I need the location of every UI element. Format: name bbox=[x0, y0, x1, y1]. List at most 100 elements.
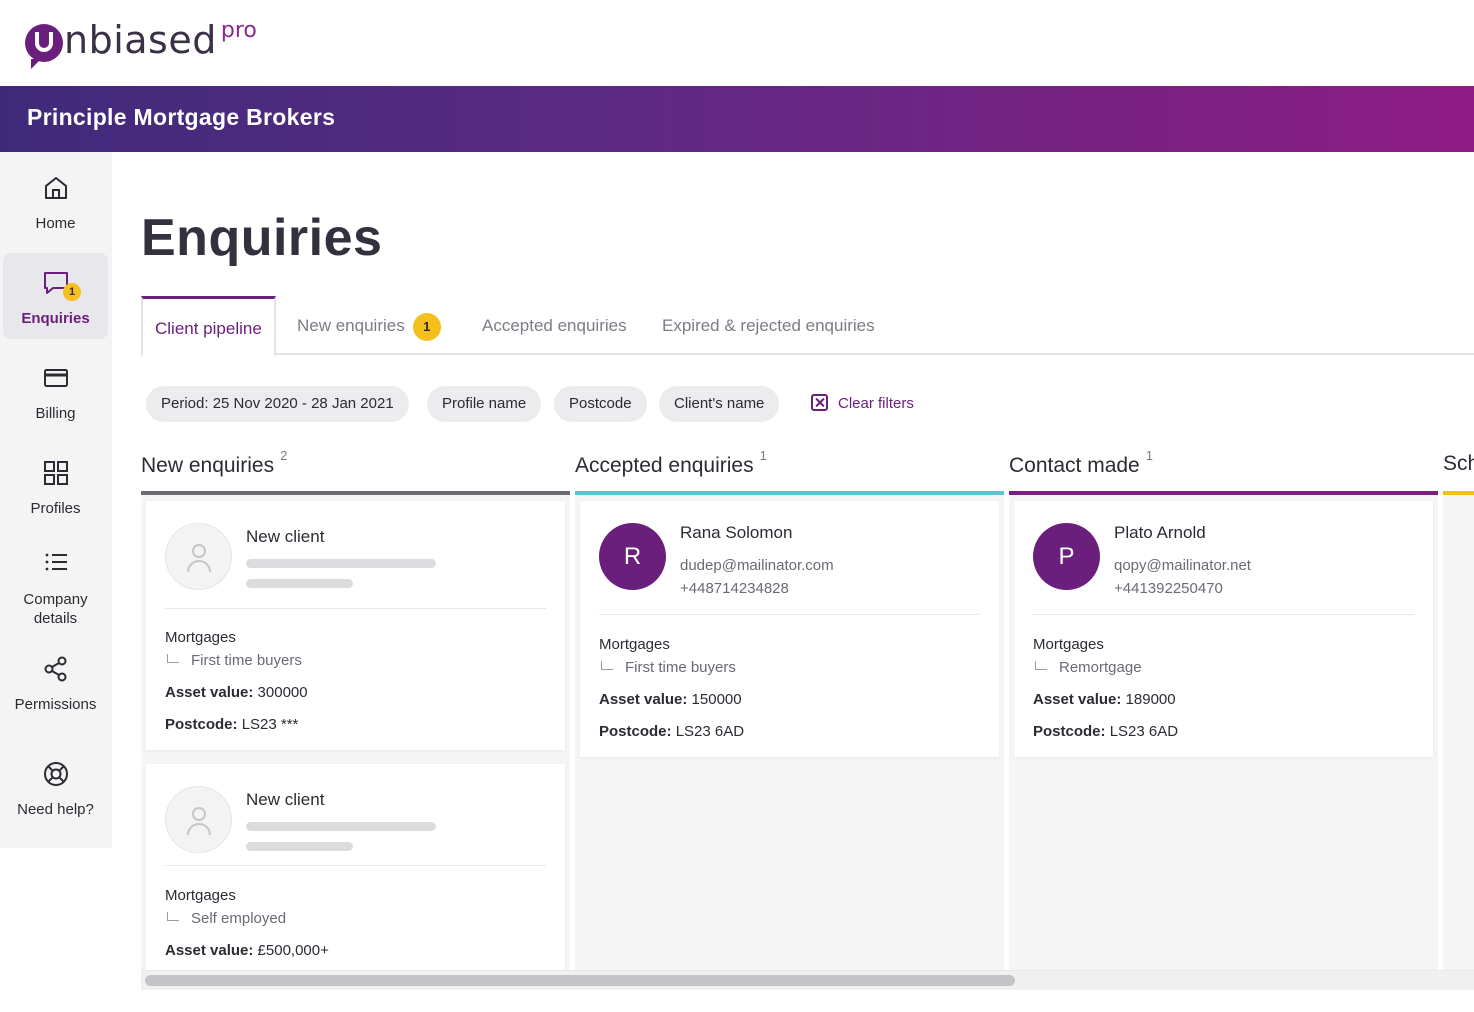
sidebar-item-company-details[interactable]: Company details bbox=[3, 538, 108, 627]
logo-mark-icon bbox=[25, 24, 63, 62]
sidebar-item-enquiries[interactable]: 1 Enquiries bbox=[3, 253, 108, 339]
column-count: 1 bbox=[759, 448, 767, 463]
top-bar: nbiased pro bbox=[0, 0, 1474, 86]
card-divider bbox=[165, 608, 546, 609]
sidebar-item-profiles[interactable]: Profiles bbox=[3, 443, 108, 529]
card-divider bbox=[599, 614, 980, 615]
logo-text: nbiased bbox=[64, 18, 217, 62]
client-card[interactable]: New client Mortgages Self employed Asset… bbox=[146, 764, 565, 984]
tab-label: Client pipeline bbox=[155, 319, 262, 338]
subcategory-label: Remortgage bbox=[1059, 659, 1142, 676]
chat-icon bbox=[44, 272, 68, 294]
scrollbar-thumb[interactable] bbox=[145, 975, 1015, 986]
product-subcategory: Self employed bbox=[165, 910, 286, 927]
sidebar-item-permissions[interactable]: Permissions bbox=[3, 643, 108, 729]
asset-value: Asset value: 189000 bbox=[1033, 691, 1176, 708]
tab-bar: Client pipeline New enquiries 1 Accepted … bbox=[141, 296, 1474, 357]
list-icon bbox=[45, 553, 67, 571]
subitem-arrow-icon bbox=[1035, 661, 1047, 670]
asset-value-label: Asset value: bbox=[599, 691, 688, 708]
grid-icon bbox=[44, 461, 68, 485]
column-header: Accepted enquiries 1 bbox=[575, 448, 767, 478]
column-header: New enquiries 2 bbox=[141, 448, 287, 478]
column-header: Sch bbox=[1443, 452, 1474, 476]
skeleton-line bbox=[246, 822, 436, 831]
avatar-placeholder-icon bbox=[165, 786, 232, 853]
tab-client-pipeline[interactable]: Client pipeline bbox=[141, 296, 276, 357]
column-count: 2 bbox=[280, 448, 288, 463]
column-title: Sch bbox=[1443, 452, 1474, 475]
sidebar-item-billing[interactable]: Billing bbox=[3, 348, 108, 434]
pipeline-column-sch: Sch bbox=[1443, 440, 1474, 975]
client-avatar: P bbox=[1033, 523, 1100, 590]
product-category: Mortgages bbox=[599, 636, 670, 653]
postcode: Postcode: LS23 6AD bbox=[599, 723, 744, 740]
client-card[interactable]: R Rana Solomon dudep@mailinator.com +448… bbox=[580, 501, 999, 757]
postcode-filter-chip[interactable]: Postcode bbox=[554, 386, 647, 422]
column-color-bar bbox=[575, 491, 1004, 495]
column-count: 1 bbox=[1145, 448, 1153, 463]
asset-value-amount: 300000 bbox=[257, 684, 308, 701]
close-box-icon bbox=[811, 393, 828, 411]
postcode: Postcode: LS23 6AD bbox=[1033, 723, 1178, 740]
asset-value: Asset value: 300000 bbox=[165, 684, 308, 701]
column-title: New enquiries bbox=[141, 454, 275, 477]
pipeline-column-new-enquiries: New enquiries 2 New client Mortgages Firs… bbox=[141, 440, 570, 984]
column-color-bar bbox=[141, 491, 570, 495]
tab-new-enquiries[interactable]: New enquiries 1 bbox=[297, 296, 441, 355]
client-phone: +448714234828 bbox=[680, 580, 789, 597]
clear-filters-button[interactable]: Clear filters bbox=[811, 386, 914, 422]
postcode-label: Postcode: bbox=[165, 716, 238, 733]
skeleton-line bbox=[246, 842, 353, 851]
subitem-arrow-icon bbox=[167, 912, 179, 921]
column-title: Accepted enquiries bbox=[575, 454, 754, 477]
client-card[interactable]: P Plato Arnold qopy@mailinator.net +4413… bbox=[1014, 501, 1433, 757]
avatar-placeholder-icon bbox=[165, 523, 232, 590]
client-name-filter-chip[interactable]: Client's name bbox=[659, 386, 780, 422]
column-color-bar bbox=[1009, 491, 1438, 495]
tab-expired-rejected-enquiries[interactable]: Expired & rejected enquiries bbox=[662, 296, 875, 355]
company-name: Principle Mortgage Brokers bbox=[27, 104, 336, 130]
client-name: New client bbox=[246, 527, 325, 546]
column-body: New client Mortgages First time buyers A… bbox=[141, 495, 570, 984]
card-divider bbox=[165, 865, 546, 866]
period-filter-chip[interactable]: Period: 25 Nov 2020 - 28 Jan 2021 bbox=[146, 386, 409, 422]
sidebar-item-label: Company details bbox=[23, 591, 88, 627]
client-name: New client bbox=[246, 790, 325, 809]
column-color-bar bbox=[1443, 491, 1474, 495]
postcode-value: LS23 6AD bbox=[1109, 723, 1179, 740]
enquiries-count-badge: 1 bbox=[63, 283, 81, 301]
tab-accepted-enquiries[interactable]: Accepted enquiries bbox=[482, 296, 627, 355]
asset-value-label: Asset value: bbox=[165, 942, 254, 959]
asset-value-amount: 189000 bbox=[1125, 691, 1176, 708]
column-body bbox=[1443, 495, 1474, 975]
tab-label: Expired & rejected enquiries bbox=[662, 316, 875, 335]
unbiased-logo[interactable]: nbiased pro bbox=[25, 14, 257, 64]
sidebar-item-need-help[interactable]: Need help? bbox=[3, 748, 108, 834]
board-horizontal-scrollbar[interactable] bbox=[141, 970, 1474, 990]
profile-name-filter-chip[interactable]: Profile name bbox=[427, 386, 542, 422]
sidebar-item-home[interactable]: Home bbox=[3, 158, 108, 244]
client-avatar: R bbox=[599, 523, 666, 590]
sidebar-item-label: Permissions bbox=[14, 696, 97, 713]
card-icon bbox=[44, 369, 68, 387]
client-email: qopy@mailinator.net bbox=[1114, 557, 1251, 574]
client-email: dudep@mailinator.com bbox=[680, 557, 834, 574]
column-body: R Rana Solomon dudep@mailinator.com +448… bbox=[575, 495, 1004, 975]
lifebuoy-icon bbox=[44, 762, 68, 786]
postcode: Postcode: LS23 *** bbox=[165, 716, 298, 733]
client-card[interactable]: New client Mortgages First time buyers A… bbox=[146, 501, 565, 750]
sidebar-item-label: Enquiries bbox=[21, 310, 90, 327]
client-name: Rana Solomon bbox=[680, 523, 793, 542]
asset-value-amount: 150000 bbox=[691, 691, 742, 708]
share-icon bbox=[44, 656, 67, 682]
sidebar-item-label: Billing bbox=[35, 405, 76, 422]
postcode-value: LS23 *** bbox=[241, 716, 299, 733]
column-body: P Plato Arnold qopy@mailinator.net +4413… bbox=[1009, 495, 1438, 975]
product-subcategory: Remortgage bbox=[1033, 659, 1142, 676]
subcategory-label: First time buyers bbox=[625, 659, 736, 676]
company-banner: Principle Mortgage Brokers bbox=[0, 86, 1474, 152]
product-category: Mortgages bbox=[1033, 636, 1104, 653]
asset-value-label: Asset value: bbox=[165, 684, 254, 701]
column-header: Contact made 1 bbox=[1009, 448, 1153, 478]
